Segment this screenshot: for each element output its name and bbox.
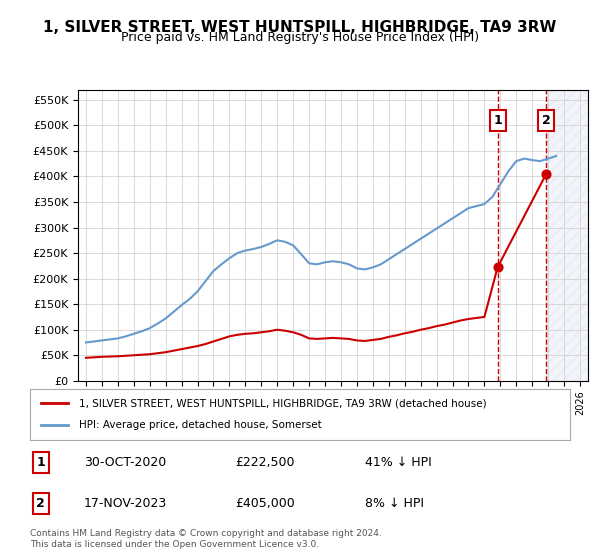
Text: HPI: Average price, detached house, Somerset: HPI: Average price, detached house, Some…: [79, 421, 322, 431]
Text: Price paid vs. HM Land Registry's House Price Index (HPI): Price paid vs. HM Land Registry's House …: [121, 31, 479, 44]
Text: 41% ↓ HPI: 41% ↓ HPI: [365, 456, 431, 469]
Text: 2: 2: [37, 497, 45, 510]
Text: 8% ↓ HPI: 8% ↓ HPI: [365, 497, 424, 510]
Text: 1, SILVER STREET, WEST HUNTSPILL, HIGHBRIDGE, TA9 3RW (detached house): 1, SILVER STREET, WEST HUNTSPILL, HIGHBR…: [79, 398, 486, 408]
Text: 1: 1: [493, 114, 502, 127]
Text: 1: 1: [37, 456, 45, 469]
Text: Contains HM Land Registry data © Crown copyright and database right 2024.
This d: Contains HM Land Registry data © Crown c…: [30, 529, 382, 549]
Text: 1, SILVER STREET, WEST HUNTSPILL, HIGHBRIDGE, TA9 3RW: 1, SILVER STREET, WEST HUNTSPILL, HIGHBR…: [43, 20, 557, 35]
Text: £222,500: £222,500: [235, 456, 295, 469]
Text: 2: 2: [542, 114, 551, 127]
Text: £405,000: £405,000: [235, 497, 295, 510]
Text: 17-NOV-2023: 17-NOV-2023: [84, 497, 167, 510]
Text: 30-OCT-2020: 30-OCT-2020: [84, 456, 166, 469]
Point: [493, 263, 502, 272]
Point: [541, 170, 551, 179]
Bar: [546, 90, 588, 381]
